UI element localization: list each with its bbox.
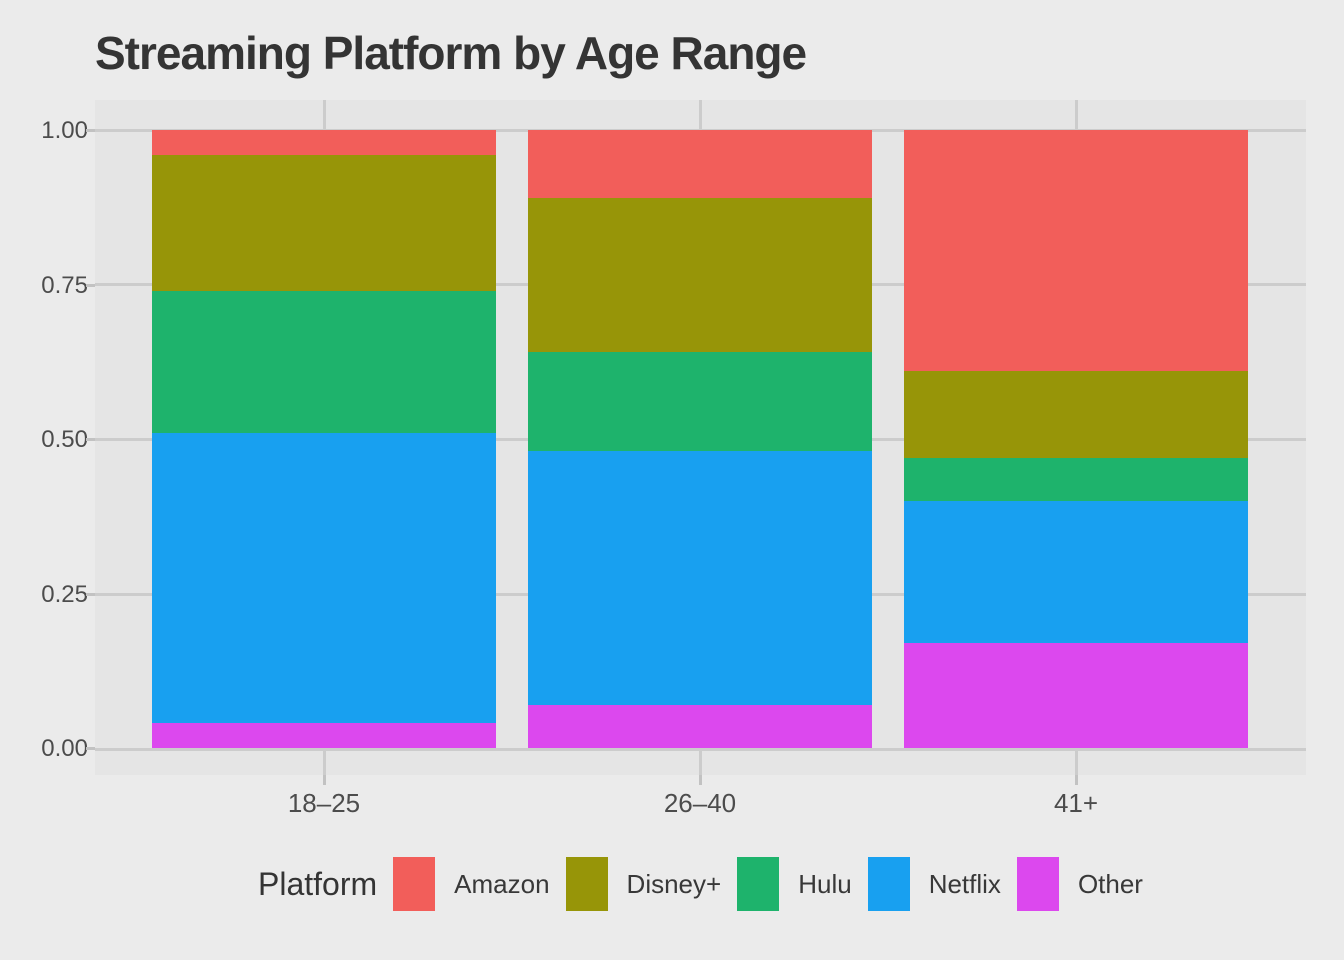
bar-segment-other xyxy=(904,642,1248,748)
bar-26-40 xyxy=(528,130,872,748)
bar-segment-amazon xyxy=(528,130,872,198)
x-tick xyxy=(323,775,326,785)
legend-swatch-hulu xyxy=(737,857,780,911)
y-tick xyxy=(86,593,95,596)
bar-segment-disney xyxy=(528,197,872,353)
bar-segment-other xyxy=(528,704,872,748)
y-tick xyxy=(86,284,95,287)
y-tick-label: 0.00 xyxy=(41,735,88,762)
bar-segment-other xyxy=(152,723,496,748)
chart-title: Streaming Platform by Age Range xyxy=(95,27,807,79)
legend-label-amazon: Amazon xyxy=(454,868,550,899)
bar-segment-netflix xyxy=(904,500,1248,643)
legend-item-netflix: Netflix xyxy=(867,857,1001,911)
legend-swatch-disney xyxy=(565,857,608,911)
legend-label-disney: Disney+ xyxy=(626,868,722,899)
legend-item-hulu: Hulu xyxy=(737,857,852,911)
y-tick xyxy=(86,747,95,750)
bar-segment-hulu xyxy=(152,290,496,433)
y-tick-label: 0.50 xyxy=(41,426,88,453)
legend-label-hulu: Hulu xyxy=(798,868,852,899)
bar-41 xyxy=(904,130,1248,748)
legend-swatch-other xyxy=(1016,857,1059,911)
legend-item-disney: Disney+ xyxy=(565,857,722,911)
bar-segment-hulu xyxy=(904,457,1248,501)
y-tick-label: 0.25 xyxy=(41,581,88,608)
bar-segment-amazon xyxy=(152,130,496,155)
x-tick xyxy=(699,775,702,785)
y-tick xyxy=(86,438,95,441)
x-tick-label: 41+ xyxy=(1053,788,1099,818)
bar-segment-hulu xyxy=(528,352,872,452)
legend-item-other: Other xyxy=(1016,857,1143,911)
y-tick-label: 1.00 xyxy=(41,117,88,144)
x-tick-label: 26–40 xyxy=(663,788,737,818)
legend-label-other: Other xyxy=(1077,868,1143,899)
bar-segment-amazon xyxy=(904,130,1248,372)
bar-segment-disney xyxy=(904,371,1248,458)
y-tick-label: 0.75 xyxy=(41,272,88,299)
plot-panel xyxy=(95,100,1306,775)
x-tick-label: 18–25 xyxy=(287,788,361,818)
bar-segment-netflix xyxy=(528,451,872,705)
legend-swatch-amazon xyxy=(393,857,436,911)
legend-item-amazon: Amazon xyxy=(393,857,550,911)
bar-segment-netflix xyxy=(152,432,496,724)
legend-label-netflix: Netflix xyxy=(928,868,1001,899)
bar-segment-disney xyxy=(152,154,496,291)
legend: Platform Amazon Disney+ Hulu Netflix Other xyxy=(95,846,1306,922)
bar-18-25 xyxy=(152,130,496,748)
y-tick xyxy=(86,129,95,132)
legend-title: Platform xyxy=(258,865,378,902)
legend-swatch-netflix xyxy=(867,857,910,911)
x-tick xyxy=(1075,775,1078,785)
